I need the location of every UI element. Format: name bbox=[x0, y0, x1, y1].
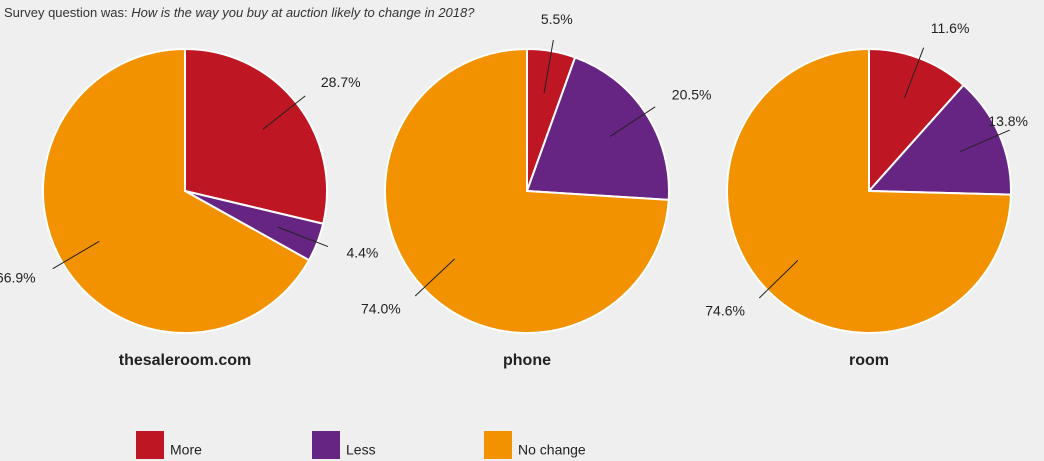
legend-label: No change bbox=[518, 442, 586, 458]
data-label: 5.5% bbox=[541, 11, 573, 27]
leader-line bbox=[903, 47, 925, 99]
data-label: 20.5% bbox=[672, 87, 712, 103]
data-label: 74.0% bbox=[361, 300, 401, 316]
data-label: 13.8% bbox=[988, 113, 1028, 129]
subtitle-lead: Survey question was: bbox=[4, 5, 128, 20]
leader-line bbox=[543, 39, 554, 94]
legend-label: Less bbox=[346, 442, 376, 458]
legend-label: More bbox=[170, 442, 202, 458]
subtitle-question: How is the way you buy at auction likely… bbox=[131, 5, 475, 20]
legend-swatch bbox=[312, 431, 340, 459]
legend-swatch bbox=[136, 431, 164, 459]
data-label: 28.7% bbox=[321, 74, 361, 90]
legend-swatch bbox=[484, 431, 512, 459]
leader-line bbox=[277, 226, 329, 248]
pie-title: room bbox=[849, 352, 889, 369]
subtitle: Survey question was: How is the way you … bbox=[4, 5, 475, 20]
pie-title: phone bbox=[503, 352, 551, 369]
leader-line bbox=[960, 129, 1010, 152]
leader-line bbox=[758, 260, 799, 299]
leader-line bbox=[414, 258, 455, 297]
leader-line bbox=[262, 95, 306, 130]
leader-line bbox=[609, 106, 656, 137]
leader-line bbox=[52, 240, 100, 270]
pie-title: thesaleroom.com bbox=[119, 352, 251, 369]
data-label: 11.6% bbox=[931, 20, 970, 36]
data-label: 4.4% bbox=[346, 244, 378, 260]
data-label: 66.9% bbox=[0, 269, 36, 285]
data-label: 74.6% bbox=[705, 303, 745, 319]
